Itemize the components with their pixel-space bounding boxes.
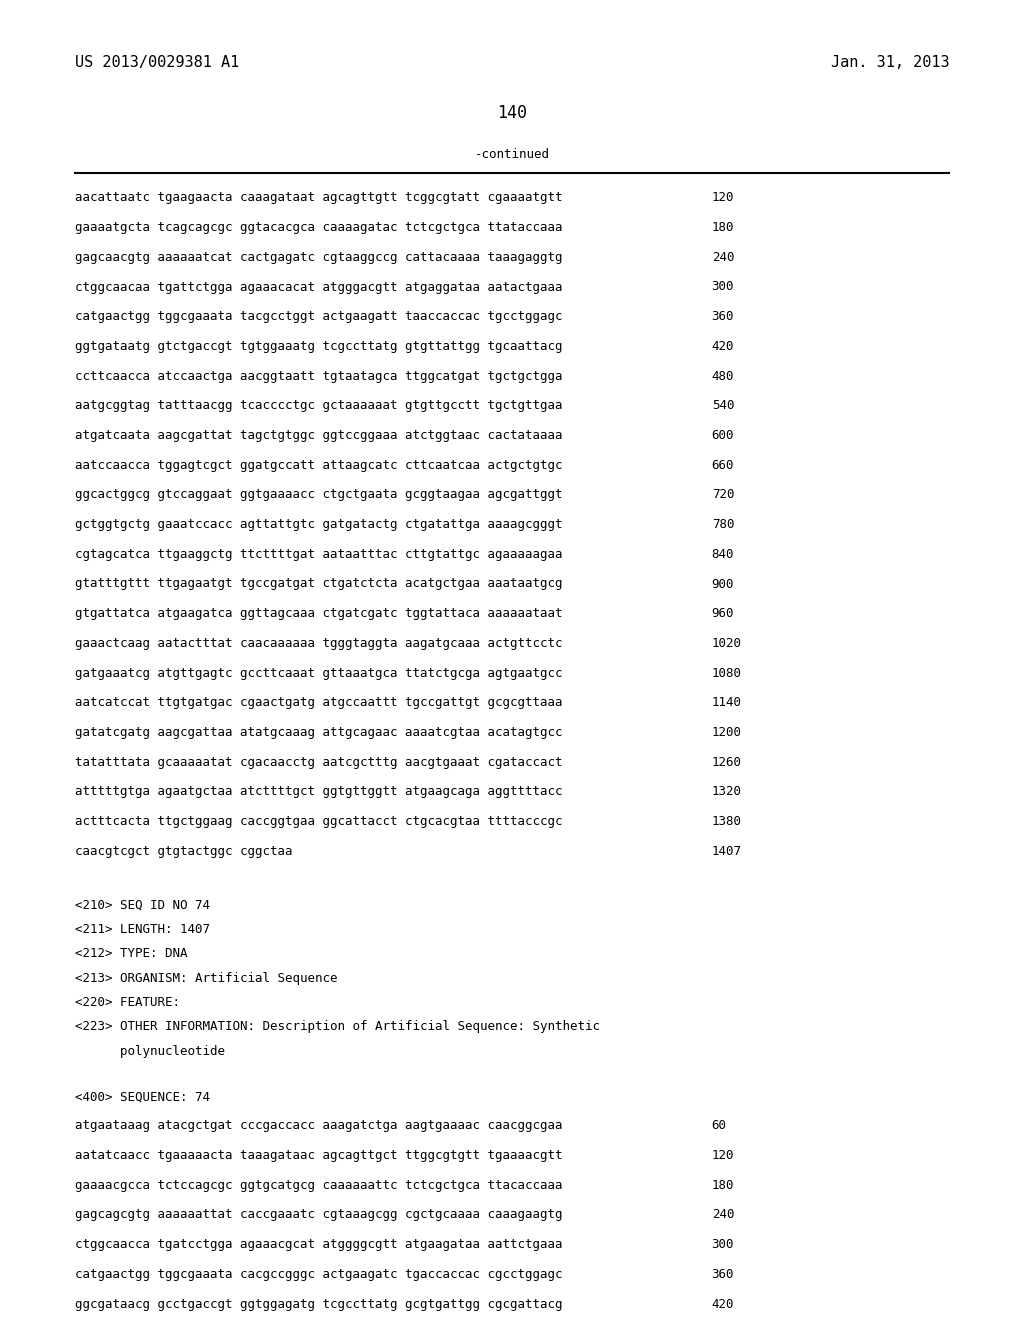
Text: 360: 360 bbox=[712, 1267, 734, 1280]
Text: <212> TYPE: DNA: <212> TYPE: DNA bbox=[75, 948, 187, 960]
Text: gtgattatca atgaagatca ggttagcaaa ctgatcgatc tggtattaca aaaaaataat: gtgattatca atgaagatca ggttagcaaa ctgatcg… bbox=[75, 607, 562, 620]
Text: <400> SEQUENCE: 74: <400> SEQUENCE: 74 bbox=[75, 1090, 210, 1104]
Text: <211> LENGTH: 1407: <211> LENGTH: 1407 bbox=[75, 923, 210, 936]
Text: 240: 240 bbox=[712, 1209, 734, 1221]
Text: actttcacta ttgctggaag caccggtgaa ggcattacct ctgcacgtaa ttttacccgc: actttcacta ttgctggaag caccggtgaa ggcatta… bbox=[75, 814, 562, 828]
Text: 420: 420 bbox=[712, 1298, 734, 1311]
Text: ggcactggcg gtccaggaat ggtgaaaacc ctgctgaata gcggtaagaa agcgattggt: ggcactggcg gtccaggaat ggtgaaaacc ctgctga… bbox=[75, 488, 562, 502]
Text: 1020: 1020 bbox=[712, 636, 741, 649]
Text: <213> ORGANISM: Artificial Sequence: <213> ORGANISM: Artificial Sequence bbox=[75, 972, 337, 985]
Text: 1407: 1407 bbox=[712, 845, 741, 858]
Text: 420: 420 bbox=[712, 341, 734, 352]
Text: caacgtcgct gtgtactggc cggctaa: caacgtcgct gtgtactggc cggctaa bbox=[75, 845, 292, 858]
Text: 480: 480 bbox=[712, 370, 734, 383]
Text: 1260: 1260 bbox=[712, 755, 741, 768]
Text: 1140: 1140 bbox=[712, 697, 741, 709]
Text: US 2013/0029381 A1: US 2013/0029381 A1 bbox=[75, 55, 239, 70]
Text: aatgcggtag tatttaacgg tcacccctgc gctaaaaaat gtgttgcctt tgctgttgaa: aatgcggtag tatttaacgg tcacccctgc gctaaaa… bbox=[75, 399, 562, 412]
Text: 180: 180 bbox=[712, 220, 734, 234]
Text: gagcagcgtg aaaaaattat caccgaaatc cgtaaagcgg cgctgcaaaa caaagaagtg: gagcagcgtg aaaaaattat caccgaaatc cgtaaag… bbox=[75, 1209, 562, 1221]
Text: 120: 120 bbox=[712, 191, 734, 205]
Text: 1320: 1320 bbox=[712, 785, 741, 799]
Text: aatcatccat ttgtgatgac cgaactgatg atgccaattt tgccgattgt gcgcgttaaa: aatcatccat ttgtgatgac cgaactgatg atgccaa… bbox=[75, 697, 562, 709]
Text: 900: 900 bbox=[712, 578, 734, 590]
Text: gaaaacgcca tctccagcgc ggtgcatgcg caaaaaattc tctcgctgca ttacaccaaa: gaaaacgcca tctccagcgc ggtgcatgcg caaaaaa… bbox=[75, 1179, 562, 1192]
Text: 1380: 1380 bbox=[712, 814, 741, 828]
Text: 720: 720 bbox=[712, 488, 734, 502]
Text: ccttcaacca atccaactga aacggtaatt tgtaatagca ttggcatgat tgctgctgga: ccttcaacca atccaactga aacggtaatt tgtaata… bbox=[75, 370, 562, 383]
Text: aatccaacca tggagtcgct ggatgccatt attaagcatc cttcaatcaa actgctgtgc: aatccaacca tggagtcgct ggatgccatt attaagc… bbox=[75, 459, 562, 471]
Text: 960: 960 bbox=[712, 607, 734, 620]
Text: ctggcaacca tgatcctgga agaaacgcat atggggcgtt atgaagataa aattctgaaa: ctggcaacca tgatcctgga agaaacgcat atggggc… bbox=[75, 1238, 562, 1251]
Text: 600: 600 bbox=[712, 429, 734, 442]
Text: 360: 360 bbox=[712, 310, 734, 323]
Text: aacattaatc tgaagaacta caaagataat agcagttgtt tcggcgtatt cgaaaatgtt: aacattaatc tgaagaacta caaagataat agcagtt… bbox=[75, 191, 562, 205]
Text: 540: 540 bbox=[712, 399, 734, 412]
Text: gtatttgttt ttgagaatgt tgccgatgat ctgatctcta acatgctgaa aaataatgcg: gtatttgttt ttgagaatgt tgccgatgat ctgatct… bbox=[75, 578, 562, 590]
Text: <210> SEQ ID NO 74: <210> SEQ ID NO 74 bbox=[75, 898, 210, 911]
Text: 780: 780 bbox=[712, 519, 734, 531]
Text: catgaactgg tggcgaaata tacgcctggt actgaagatt taaccaccac tgcctggagc: catgaactgg tggcgaaata tacgcctggt actgaag… bbox=[75, 310, 562, 323]
Text: gagcaacgtg aaaaaatcat cactgagatc cgtaaggccg cattacaaaa taaagaggtg: gagcaacgtg aaaaaatcat cactgagatc cgtaagg… bbox=[75, 251, 562, 264]
Text: polynucleotide: polynucleotide bbox=[75, 1045, 224, 1057]
Text: -continued: -continued bbox=[474, 148, 550, 161]
Text: atgatcaata aagcgattat tagctgtggc ggtccggaaa atctggtaac cactataaaa: atgatcaata aagcgattat tagctgtggc ggtccgg… bbox=[75, 429, 562, 442]
Text: gatgaaatcg atgttgagtc gccttcaaat gttaaatgca ttatctgcga agtgaatgcc: gatgaaatcg atgttgagtc gccttcaaat gttaaat… bbox=[75, 667, 562, 680]
Text: catgaactgg tggcgaaata cacgccgggc actgaagatc tgaccaccac cgcctggagc: catgaactgg tggcgaaata cacgccgggc actgaag… bbox=[75, 1267, 562, 1280]
Text: ctggcaacaa tgattctgga agaaacacat atgggacgtt atgaggataa aatactgaaa: ctggcaacaa tgattctgga agaaacacat atgggac… bbox=[75, 281, 562, 293]
Text: 120: 120 bbox=[712, 1148, 734, 1162]
Text: gaaactcaag aatactttat caacaaaaaa tgggtaggta aagatgcaaa actgttcctc: gaaactcaag aatactttat caacaaaaaa tgggtag… bbox=[75, 636, 562, 649]
Text: atttttgtga agaatgctaa atcttttgct ggtgttggtt atgaagcaga aggttttacc: atttttgtga agaatgctaa atcttttgct ggtgttg… bbox=[75, 785, 562, 799]
Text: gatatcgatg aagcgattaa atatgcaaag attgcagaac aaaatcgtaa acatagtgcc: gatatcgatg aagcgattaa atatgcaaag attgcag… bbox=[75, 726, 562, 739]
Text: tatatttata gcaaaaatat cgacaacctg aatcgctttg aacgtgaaat cgataccact: tatatttata gcaaaaatat cgacaacctg aatcgct… bbox=[75, 755, 562, 768]
Text: 300: 300 bbox=[712, 281, 734, 293]
Text: aatatcaacc tgaaaaacta taaagataac agcagttgct ttggcgtgtt tgaaaacgtt: aatatcaacc tgaaaaacta taaagataac agcagtt… bbox=[75, 1148, 562, 1162]
Text: 300: 300 bbox=[712, 1238, 734, 1251]
Text: 140: 140 bbox=[497, 104, 527, 123]
Text: 60: 60 bbox=[712, 1119, 727, 1133]
Text: gaaaatgcta tcagcagcgc ggtacacgca caaaagatac tctcgctgca ttataccaaa: gaaaatgcta tcagcagcgc ggtacacgca caaaaga… bbox=[75, 220, 562, 234]
Text: 240: 240 bbox=[712, 251, 734, 264]
Text: Jan. 31, 2013: Jan. 31, 2013 bbox=[830, 55, 949, 70]
Text: gctggtgctg gaaatccacc agttattgtc gatgatactg ctgatattga aaaagcgggt: gctggtgctg gaaatccacc agttattgtc gatgata… bbox=[75, 519, 562, 531]
Text: ggtgataatg gtctgaccgt tgtggaaatg tcgccttatg gtgttattgg tgcaattacg: ggtgataatg gtctgaccgt tgtggaaatg tcgcctt… bbox=[75, 341, 562, 352]
Text: 840: 840 bbox=[712, 548, 734, 561]
Text: <220> FEATURE:: <220> FEATURE: bbox=[75, 995, 180, 1008]
Text: ggcgataacg gcctgaccgt ggtggagatg tcgccttatg gcgtgattgg cgcgattacg: ggcgataacg gcctgaccgt ggtggagatg tcgcctt… bbox=[75, 1298, 562, 1311]
Text: 180: 180 bbox=[712, 1179, 734, 1192]
Text: 1080: 1080 bbox=[712, 667, 741, 680]
Text: <223> OTHER INFORMATION: Description of Artificial Sequence: Synthetic: <223> OTHER INFORMATION: Description of … bbox=[75, 1020, 600, 1034]
Text: cgtagcatca ttgaaggctg ttcttttgat aataatttac cttgtattgc agaaaaagaa: cgtagcatca ttgaaggctg ttcttttgat aataatt… bbox=[75, 548, 562, 561]
Text: 660: 660 bbox=[712, 459, 734, 471]
Text: 1200: 1200 bbox=[712, 726, 741, 739]
Text: atgaataaag atacgctgat cccgaccacc aaagatctga aagtgaaaac caacggcgaa: atgaataaag atacgctgat cccgaccacc aaagatc… bbox=[75, 1119, 562, 1133]
